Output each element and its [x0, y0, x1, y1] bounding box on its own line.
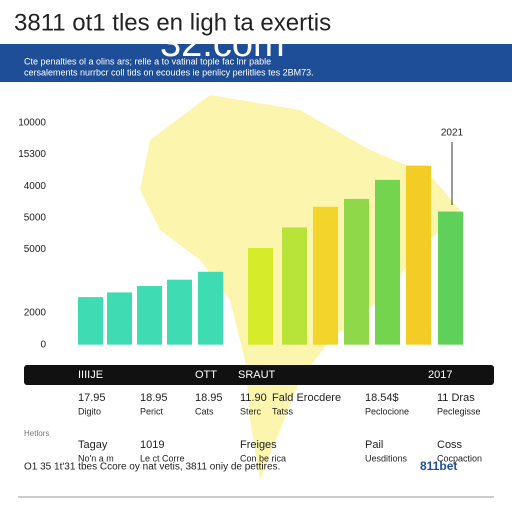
cell-label: Cats [195, 406, 214, 416]
header-band [0, 44, 512, 82]
y-tick-label: 5000 [24, 244, 47, 255]
subtitle: Cte penalties ol a olins ars; relle a to… [24, 56, 271, 66]
bar [375, 179, 400, 345]
cell-value: 18.95 [140, 392, 168, 404]
cell-label: Peclegisse [437, 406, 481, 416]
y-tick-label: 15300 [18, 149, 46, 160]
bar [248, 248, 273, 345]
cell-value: 18.95 [195, 392, 223, 404]
cell-label: Tatss [272, 406, 294, 416]
annotation: 2021 [441, 128, 464, 139]
logo: 811bet [420, 459, 457, 473]
table-header: IIIIJE [78, 369, 103, 381]
y-tick-label: 5000 [24, 213, 47, 224]
cell-value: Fald Erocdere [272, 392, 341, 404]
table-header-bar [24, 365, 494, 385]
table-header: SRAUT [238, 369, 276, 381]
table-header: OTT [195, 369, 217, 381]
subtitle: cersalements nurrbcr coll tids on ecoude… [24, 67, 314, 77]
cell-value: 1019 [140, 439, 164, 451]
bar [167, 279, 192, 345]
cell-label: Sterc [240, 406, 262, 416]
footer-text: O1 35 1t'31 tbes Ccore oy nat vetis, 381… [24, 462, 280, 473]
table-note: Hetlors [24, 429, 49, 438]
table-header: 2017 [428, 369, 452, 381]
y-tick-label: 2000 [24, 308, 47, 319]
cell-label: Peclocione [365, 406, 409, 416]
title: 3811 ot1 tles en ligh ta exertis [14, 9, 331, 36]
bar [78, 297, 103, 345]
bar [438, 211, 463, 345]
cell-value: 18.54$ [365, 392, 399, 404]
cell-value: Freiges [240, 439, 277, 451]
y-tick-label: 4000 [24, 181, 47, 192]
overlay-text: 32.com [160, 23, 285, 65]
cell-label: Cocpaction [437, 453, 482, 463]
cell-value: 11.90 [240, 392, 267, 404]
cell-value: Pail [365, 439, 383, 451]
cell-value: 17.95 [78, 392, 106, 404]
cell-label: Uesditions [365, 453, 408, 463]
cell-label: Con be rica [240, 453, 286, 463]
bar [107, 292, 132, 345]
bar [282, 227, 307, 345]
bar [406, 165, 431, 345]
cell-value: Tagay [78, 439, 108, 451]
cell-label: No'n a m [78, 453, 114, 463]
bar [137, 286, 162, 345]
bar [198, 271, 223, 345]
bar [313, 206, 338, 345]
cell-value: 11 Dras [437, 392, 475, 404]
y-tick-label: 10000 [18, 117, 46, 128]
bar [344, 198, 369, 345]
cell-label: Digito [78, 406, 101, 416]
cell-value: Coss [437, 439, 463, 451]
y-tick-label: 0 [40, 339, 46, 350]
cell-label: Perict [140, 406, 164, 416]
cell-label: Le ct Corre [140, 453, 185, 463]
